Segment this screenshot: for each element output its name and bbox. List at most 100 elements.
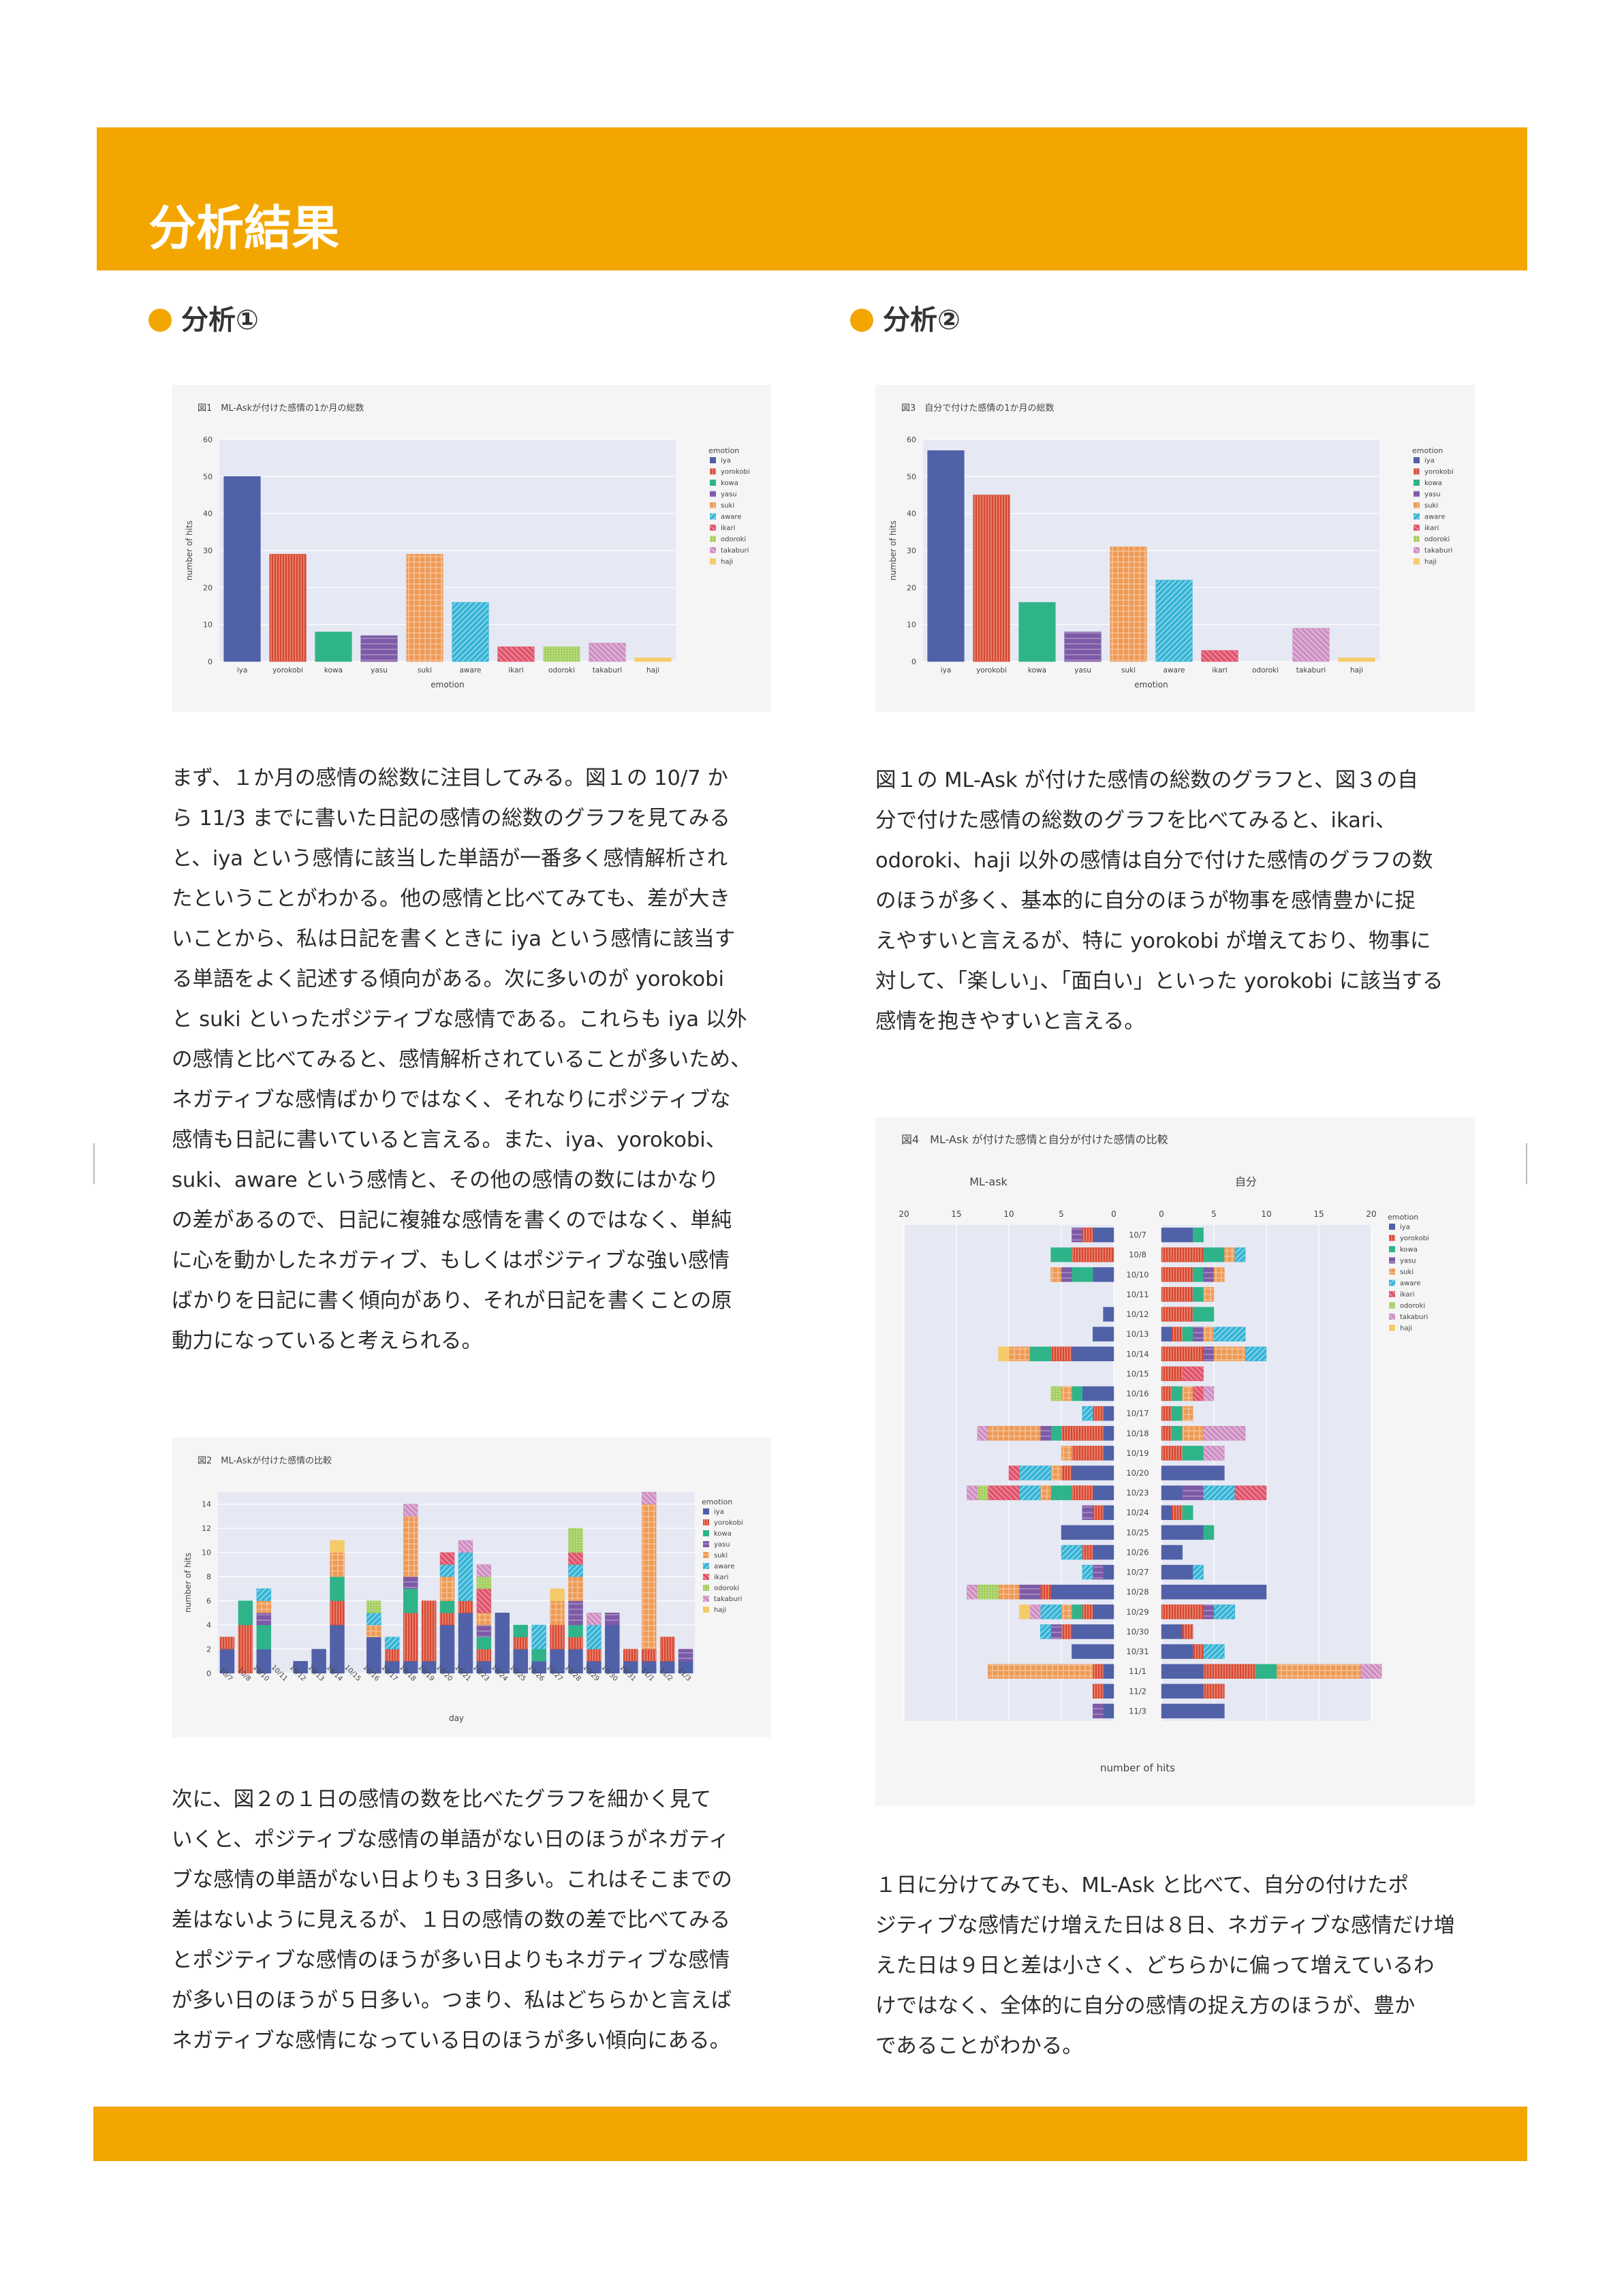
legend-label-takaburi: takaburi: [1400, 1314, 1428, 1321]
bar-left-aware: [1040, 1604, 1062, 1619]
bar-left-suki: [1061, 1446, 1072, 1461]
bar-left-yorokobi: [1061, 1624, 1072, 1639]
legend-label-ikari: ikari: [1400, 1291, 1414, 1299]
bar-segment-yorokobi: [439, 1613, 455, 1626]
bar-segment-yorokobi: [659, 1636, 675, 1662]
y-tick-label: 20: [203, 583, 213, 592]
y-axis-label: number of hits: [888, 521, 898, 580]
bar-right-iya: [1161, 1564, 1193, 1580]
y-tick-label: 40: [907, 510, 916, 518]
legend-label-takaburi: takaburi: [721, 547, 749, 555]
bar-right-suki: [1224, 1247, 1236, 1262]
legend-label-haji: haji: [1424, 559, 1437, 566]
legend-swatch-odoroki: [1414, 536, 1420, 542]
bar-left-iya: [1103, 1426, 1114, 1441]
bar-right-takaburi: [1203, 1426, 1246, 1441]
y-tick-label: 10: [203, 621, 213, 630]
bar-segment-suki: [403, 1516, 418, 1577]
bar-segment-kowa: [403, 1588, 418, 1613]
bar-left-iya: [1103, 1307, 1114, 1322]
paragraph-1: まず、１か月の感情の総数に注目してみる。図１の 10/7 か ら 11/3 まで…: [172, 766, 751, 1353]
x-tick-label-right: 0: [1159, 1209, 1164, 1219]
y-tick-label: 60: [203, 435, 213, 444]
figure-3-chart: 図3 自分で付けた感情の1か月の総数 0 10 20 30 40 50 60 iya yoroko…: [888, 403, 1454, 689]
legend-swatch-haji: [710, 558, 716, 565]
y-tick-label: 10/12: [1126, 1309, 1149, 1319]
y-tick-label: 14: [202, 1500, 211, 1509]
bar-left-yasu: [1040, 1426, 1051, 1441]
bar-right-suki: [1182, 1386, 1193, 1401]
crop-mark: [1526, 1143, 1527, 1184]
bar-right-aware: [1245, 1346, 1267, 1362]
legend-label-odoroki: odoroki: [714, 1585, 739, 1592]
bar-right-yasu: [1182, 1485, 1204, 1500]
legend-label-haji: haji: [714, 1607, 726, 1614]
bar-segment-aware: [256, 1588, 272, 1601]
bar-right-iya: [1161, 1327, 1172, 1341]
legend-swatch-kowa: [703, 1530, 709, 1536]
bar-segment-kowa: [256, 1624, 272, 1649]
paragraph-2: 次に、図２の１日の感情の数を比べたグラフを細かく見て いくと、ポジティブな感情の…: [172, 1788, 732, 2053]
x-tick-label-left: 10: [1003, 1209, 1014, 1219]
y-tick-label: 10/7: [1129, 1230, 1146, 1240]
legend-label-kowa: kowa: [1424, 480, 1442, 487]
bar-right-aware: [1213, 1327, 1246, 1341]
section-heading-1: 分析①: [149, 307, 259, 334]
legend-label-yasu: yasu: [714, 1541, 730, 1549]
bar-right-yorokobi: [1203, 1664, 1256, 1679]
legend-swatch-ikari: [703, 1574, 709, 1580]
x-tick-label: odoroki: [548, 666, 575, 674]
y-tick-label: 8: [206, 1572, 211, 1581]
bar-aware: [452, 602, 489, 662]
bar-segment-kowa: [531, 1649, 546, 1662]
bar-right-kowa: [1172, 1406, 1183, 1421]
bar-segment-takaburi: [641, 1491, 657, 1504]
page-title: 分析結果: [149, 200, 339, 256]
bar-left-yorokobi: [1061, 1426, 1104, 1441]
bar-yasu: [360, 635, 398, 662]
figure-4-chart: 図4 ML-Ask が付けた感情と自分が付けた感情の比較 ML-ask 自分 0 0 5 5…: [899, 1133, 1428, 1774]
bar-left-yorokobi: [1040, 1584, 1051, 1600]
bar-left-iya: [1103, 1446, 1114, 1461]
bar-kowa: [1018, 602, 1056, 662]
bar-segment-aware: [366, 1613, 381, 1626]
legend-label-yorokobi: yorokobi: [721, 469, 750, 476]
bar-left-iya: [1103, 1684, 1114, 1699]
bar-left-aware: [1082, 1564, 1093, 1580]
bar-right-yorokobi: [1161, 1386, 1172, 1401]
legend-swatch-ikari: [1389, 1291, 1395, 1297]
bar-left-yorokobi: [1072, 1446, 1104, 1461]
bar-right-iya: [1161, 1703, 1225, 1719]
legend-swatch-suki: [1389, 1269, 1395, 1275]
bar-right-kowa: [1192, 1267, 1204, 1282]
bar-segment-yorokobi: [219, 1636, 235, 1649]
bar-left-iya: [1092, 1327, 1114, 1341]
bar-left-iya: [1092, 1267, 1114, 1282]
legend-label-suki: suki: [1400, 1269, 1414, 1276]
paragraph-3: 図１の ML-Ask が付けた感情の総数のグラフと、図３の自 分で付けた感情の総…: [875, 769, 1443, 1034]
legend-label-takaburi: takaburi: [1424, 547, 1452, 555]
bar-segment-takaburi: [476, 1564, 492, 1577]
bar-right-iya: [1161, 1505, 1172, 1520]
bar-segment-aware: [385, 1636, 400, 1649]
legend-title: emotion: [708, 446, 739, 455]
bar-right-iya: [1161, 1644, 1193, 1659]
legend-swatch-kowa: [1414, 480, 1420, 486]
bar-segment-takaburi: [587, 1613, 602, 1626]
bar-right-suki: [1213, 1267, 1225, 1282]
y-tick-label: 10/25: [1126, 1527, 1149, 1537]
bar-right-takaburi: [1203, 1386, 1215, 1401]
section-heading-1-label: 分析①: [181, 305, 259, 336]
legend-swatch-iya: [1414, 457, 1420, 463]
legend-swatch-yasu: [703, 1541, 709, 1547]
legend-label-aware: aware: [1424, 514, 1445, 521]
chart-title: 図1 ML-Askが付けた感情の1か月の総数: [198, 403, 364, 414]
bar-segment-yasu: [568, 1600, 583, 1626]
bar-left-takaburi: [967, 1485, 978, 1500]
legend-swatch-yasu: [1414, 491, 1420, 497]
legend-swatch-aware: [703, 1563, 709, 1569]
bar-left-iya: [1092, 1604, 1114, 1619]
y-tick-label: 10/20: [1126, 1468, 1149, 1478]
y-tick-label: 50: [203, 472, 213, 481]
